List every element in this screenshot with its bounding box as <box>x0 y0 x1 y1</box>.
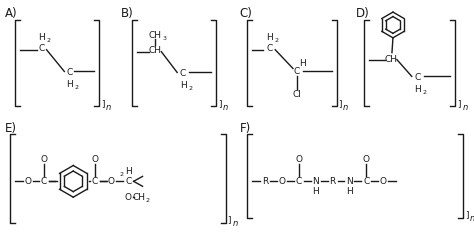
Text: n: n <box>343 102 348 112</box>
Text: C: C <box>363 177 369 186</box>
Text: C: C <box>126 177 132 186</box>
Text: ]: ] <box>338 99 342 108</box>
Text: H: H <box>414 85 421 94</box>
Text: O: O <box>380 177 387 186</box>
Text: R: R <box>262 177 268 186</box>
Text: O: O <box>279 177 286 186</box>
Text: Cl: Cl <box>292 90 301 99</box>
Text: C: C <box>294 67 300 76</box>
Text: F): F) <box>239 122 251 135</box>
Text: O: O <box>24 177 31 186</box>
Text: C: C <box>266 44 273 53</box>
Text: H: H <box>38 33 45 42</box>
Text: 3: 3 <box>162 36 166 41</box>
Text: N: N <box>312 177 319 186</box>
Text: O: O <box>124 193 131 202</box>
Text: R: R <box>329 177 336 186</box>
Text: O: O <box>107 177 114 186</box>
Text: n: n <box>462 102 467 112</box>
Text: N: N <box>346 177 353 186</box>
Text: ]: ] <box>101 99 104 108</box>
Text: ]: ] <box>228 216 231 224</box>
Text: 2: 2 <box>146 198 149 203</box>
Text: O: O <box>363 155 370 164</box>
Text: H: H <box>66 80 73 89</box>
Text: C: C <box>180 69 186 78</box>
Text: 2: 2 <box>120 172 124 177</box>
Text: 2: 2 <box>423 90 427 95</box>
Text: C: C <box>40 177 46 186</box>
Text: C: C <box>66 68 73 77</box>
Text: C): C) <box>239 7 253 20</box>
Text: C: C <box>92 177 98 186</box>
Text: ]: ] <box>457 99 461 108</box>
Text: 2: 2 <box>46 38 51 43</box>
Text: H: H <box>312 187 319 196</box>
Text: ]: ] <box>218 99 221 108</box>
Text: C: C <box>415 73 421 82</box>
Text: B): B) <box>121 7 134 20</box>
Text: E): E) <box>5 122 17 135</box>
Text: D): D) <box>356 7 370 20</box>
Text: CH: CH <box>384 55 398 64</box>
Text: O: O <box>91 155 99 164</box>
Text: n: n <box>223 102 228 112</box>
Text: H: H <box>346 187 353 196</box>
Text: H: H <box>299 59 306 68</box>
Text: 2: 2 <box>74 85 78 90</box>
Text: H: H <box>180 81 186 90</box>
Text: H: H <box>266 33 273 42</box>
Text: CH: CH <box>132 193 145 202</box>
Text: C: C <box>296 177 302 186</box>
Text: H: H <box>125 167 132 176</box>
Text: 2: 2 <box>188 86 192 91</box>
Text: n: n <box>233 219 238 228</box>
Text: ]: ] <box>465 211 469 219</box>
Text: n: n <box>106 102 111 112</box>
Text: A): A) <box>5 7 18 20</box>
Text: n: n <box>470 214 474 223</box>
Text: CH: CH <box>149 31 162 40</box>
Text: CH: CH <box>149 46 162 55</box>
Text: O: O <box>295 155 302 164</box>
Text: O: O <box>40 155 47 164</box>
Text: C: C <box>38 44 45 53</box>
Text: 2: 2 <box>274 38 278 43</box>
